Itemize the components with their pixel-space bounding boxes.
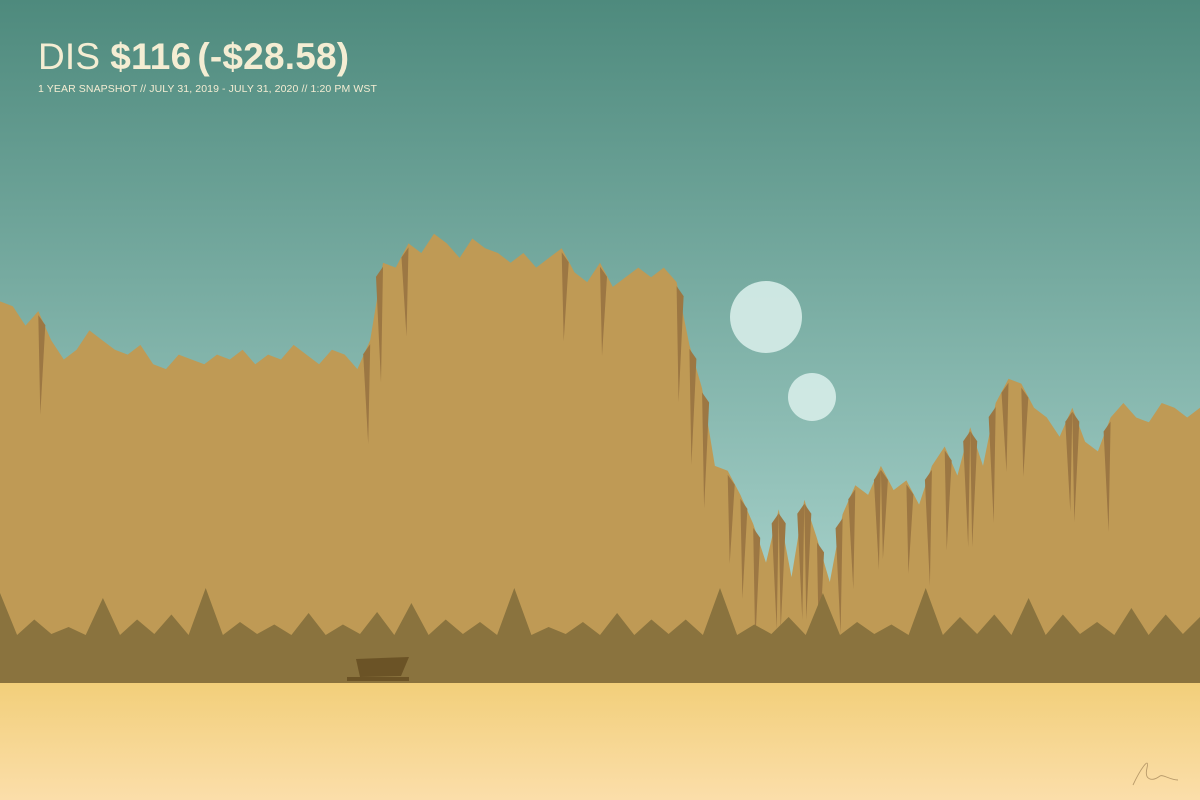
cliff-shadow-streak <box>38 315 46 415</box>
cliff-shadow-streak <box>600 266 607 356</box>
cliff-shadow-streak <box>740 498 748 599</box>
cliff-shadow-streak <box>873 469 881 570</box>
cliff-shadow-streak <box>880 469 888 560</box>
cliff-shadow-streak <box>676 286 684 403</box>
cliff-shadow-streak <box>835 518 843 635</box>
cliff-shadow-streak <box>963 431 971 548</box>
cliff-shadow-streak <box>797 503 805 620</box>
cliff-shadow-streak <box>924 469 932 586</box>
cliff-shadow-streak <box>702 392 710 509</box>
cliff-shadow-streak <box>561 252 569 342</box>
cliff-shadow-streak <box>771 513 779 630</box>
foreground-ridge <box>0 588 1200 684</box>
foreground-ridge-shape <box>0 588 1200 684</box>
cliff-shadow-streak <box>727 474 735 564</box>
cliff-shadow-streak <box>401 247 409 337</box>
cliff-shadow-streak <box>778 513 786 630</box>
title-line: DIS $116 (-$28.58) <box>38 36 377 78</box>
cliff-shadow-streak <box>1072 411 1080 523</box>
cliff-shadow-streak <box>753 527 761 644</box>
sandcrawler-tracks <box>347 677 409 681</box>
cliff-shadow-streak <box>906 484 914 574</box>
sandcrawler-body <box>356 657 409 677</box>
cliff-shadow-streak <box>1001 382 1009 472</box>
sun-large <box>730 281 802 353</box>
cliff-shadow-streak <box>1103 421 1111 532</box>
current-price: $116 <box>110 36 192 77</box>
cliff-shadow-streak <box>970 431 978 548</box>
price-area-series <box>0 233 1200 659</box>
ground <box>0 683 1200 800</box>
price-change: (-$28.58) <box>197 36 350 77</box>
cliff-shadow-streak <box>988 407 996 523</box>
cliff-shadow-streak <box>1021 387 1029 477</box>
cliff-shadow-streak <box>689 348 697 465</box>
cliff-shadow-streak <box>848 489 856 590</box>
cliff-shadow-streak <box>363 344 371 444</box>
sandcrawler-vehicle <box>347 657 409 681</box>
cliff-shadow-streak <box>1065 411 1073 512</box>
title-block: DIS $116 (-$28.58) 1 YEAR SNAPSHOT // JULY… <box>38 36 377 96</box>
ticker-symbol: DIS <box>38 36 101 77</box>
price-area <box>0 233 1200 640</box>
cliff-shadow-streak <box>944 450 952 551</box>
sun-small <box>788 373 836 421</box>
cliff-shadow-streak <box>804 503 812 620</box>
signature-mark <box>1132 762 1179 786</box>
snapshot-subtitle: 1 YEAR SNAPSHOT // JULY 31, 2019 - JULY … <box>38 83 377 95</box>
cliff-shadow-streak <box>376 266 383 383</box>
